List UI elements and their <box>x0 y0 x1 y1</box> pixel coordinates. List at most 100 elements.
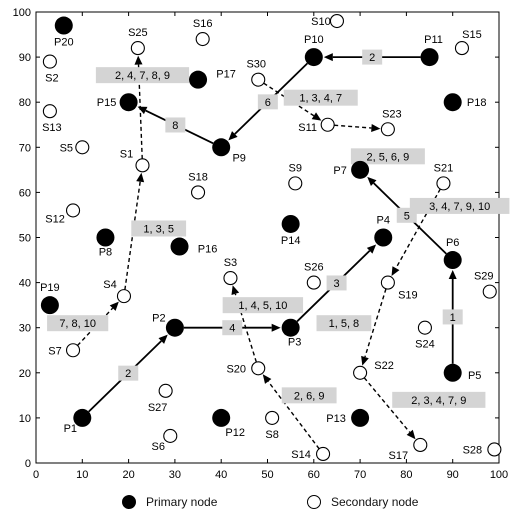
primary-node: P13 <box>326 408 370 427</box>
secondary-node-label: S19 <box>398 290 418 302</box>
route-label: 6 <box>265 97 271 109</box>
secondary-node-label: S28 <box>463 444 483 456</box>
route-label: 2 <box>125 368 131 380</box>
secondary-node: S10 <box>311 13 345 29</box>
secondary-route <box>334 124 381 133</box>
primary-node: P19 <box>40 282 60 315</box>
group-label-box <box>350 148 425 165</box>
legend-secondary: Secondary node <box>307 495 418 509</box>
secondary-node-label: S20 <box>226 363 246 375</box>
primary-node-icon <box>170 237 189 256</box>
primary-node-label: P5 <box>468 370 481 382</box>
legend-secondary-label: Secondary node <box>331 495 419 509</box>
secondary-node-icon <box>380 275 395 290</box>
secondary-node-label: S21 <box>434 162 454 174</box>
group-label-text: 1, 3, 4, 7 <box>299 93 342 105</box>
primary-node: P8 <box>96 228 115 259</box>
secondary-node-icon <box>265 410 280 425</box>
secondary-node-label: S18 <box>188 171 208 183</box>
secondary-node: S1 <box>120 148 150 173</box>
secondary-route <box>361 288 387 366</box>
primary-route: 1 <box>442 270 463 364</box>
primary-node-label: P15 <box>97 97 117 109</box>
secondary-node-label: S27 <box>148 402 168 414</box>
secondary-node-icon <box>353 365 368 380</box>
arrowhead-icon <box>158 334 168 344</box>
secondary-route-line <box>76 307 114 346</box>
legend-primary: Primary node <box>122 495 217 509</box>
arrowhead-icon <box>262 374 272 384</box>
primary-node-icon <box>281 318 300 337</box>
group-label-box <box>283 89 358 106</box>
secondary-node-icon <box>487 442 502 457</box>
route-label-box <box>257 94 278 110</box>
secondary-node-icon <box>223 271 238 286</box>
secondary-node: S20 <box>226 361 266 376</box>
secondary-node-icon <box>158 383 173 398</box>
secondary-node: S12 <box>45 203 81 225</box>
y-tick-label: 40 <box>19 278 31 290</box>
primary-node-label: P4 <box>377 215 390 227</box>
primary-node: P5 <box>443 363 481 382</box>
secondary-node: S23 <box>380 108 402 137</box>
primary-node: P2 <box>152 313 184 337</box>
secondary-node: S7 <box>48 343 81 358</box>
group-label: 7, 8, 10 <box>47 315 109 332</box>
primary-node-icon <box>443 363 462 382</box>
secondary-node-icon <box>251 361 266 376</box>
x-tick-label: 90 <box>447 469 459 481</box>
secondary-node-label: S16 <box>193 18 213 30</box>
secondary-node: S15 <box>454 29 482 56</box>
secondary-node: S14 <box>291 446 331 462</box>
group-label-text: 2, 3, 4, 7, 9 <box>411 395 466 407</box>
primary-node-icon <box>96 228 115 247</box>
secondary-node-label: S10 <box>311 16 331 28</box>
arrowhead-icon <box>134 55 143 65</box>
y-tick-label: 60 <box>19 187 31 199</box>
arrowhead-icon <box>448 270 457 280</box>
secondary-node-label: S23 <box>382 108 402 120</box>
primary-node: P3 <box>281 318 301 349</box>
secondary-routes <box>76 55 441 450</box>
arrowhead-icon <box>323 53 333 62</box>
secondary-node-label: S15 <box>462 29 482 41</box>
secondary-node-icon <box>65 203 81 218</box>
primary-node-label: P3 <box>288 337 301 349</box>
primary-route: 6 <box>228 62 308 141</box>
y-tick-label: 100 <box>13 7 31 19</box>
secondary-node-icon <box>320 117 335 132</box>
route-label-box <box>326 275 347 291</box>
secondary-node-icon <box>191 185 206 200</box>
group-label: 1, 4, 5, 10 <box>222 297 304 314</box>
group-labels: 7, 8, 10 1, 3, 5 2, 4, 7, 8, 9 1, 3, 4, 7 2,… <box>47 67 510 408</box>
primary-node-icon <box>374 228 393 247</box>
secondary-node: S21 <box>434 162 454 191</box>
secondary-node: S19 <box>380 275 418 302</box>
secondary-node-label: S4 <box>103 279 116 291</box>
primary-node-icon <box>281 214 300 233</box>
arrowhead-icon <box>136 172 145 183</box>
x-tick-label: 80 <box>400 469 412 481</box>
primary-node: P16 <box>170 237 217 256</box>
x-tick-label: 20 <box>122 469 134 481</box>
group-label-box <box>281 387 337 404</box>
primary-node-label: P8 <box>99 247 112 259</box>
x-tick-label: 50 <box>261 469 273 481</box>
secondary-node-icon <box>42 54 57 69</box>
secondary-node-label: S2 <box>45 73 58 85</box>
group-label-text: 2, 5, 6, 9 <box>366 151 409 163</box>
primary-node-label: P6 <box>446 237 459 249</box>
arrowhead-icon <box>271 323 281 332</box>
primary-node: P15 <box>97 93 138 112</box>
primary-node-icon <box>73 408 92 427</box>
secondary-node-icon <box>163 428 178 443</box>
route-label-box <box>222 320 243 336</box>
group-label: 1, 3, 5 <box>131 220 187 237</box>
secondary-node: S5 <box>60 140 90 155</box>
primary-node-label: P12 <box>225 427 245 439</box>
arrowhead-icon <box>109 301 119 311</box>
y-tick-label: 20 <box>19 368 31 380</box>
primary-node-label: P13 <box>326 413 346 425</box>
group-label-text: 1, 5, 8 <box>329 318 360 330</box>
secondary-node-label: S30 <box>246 59 266 71</box>
